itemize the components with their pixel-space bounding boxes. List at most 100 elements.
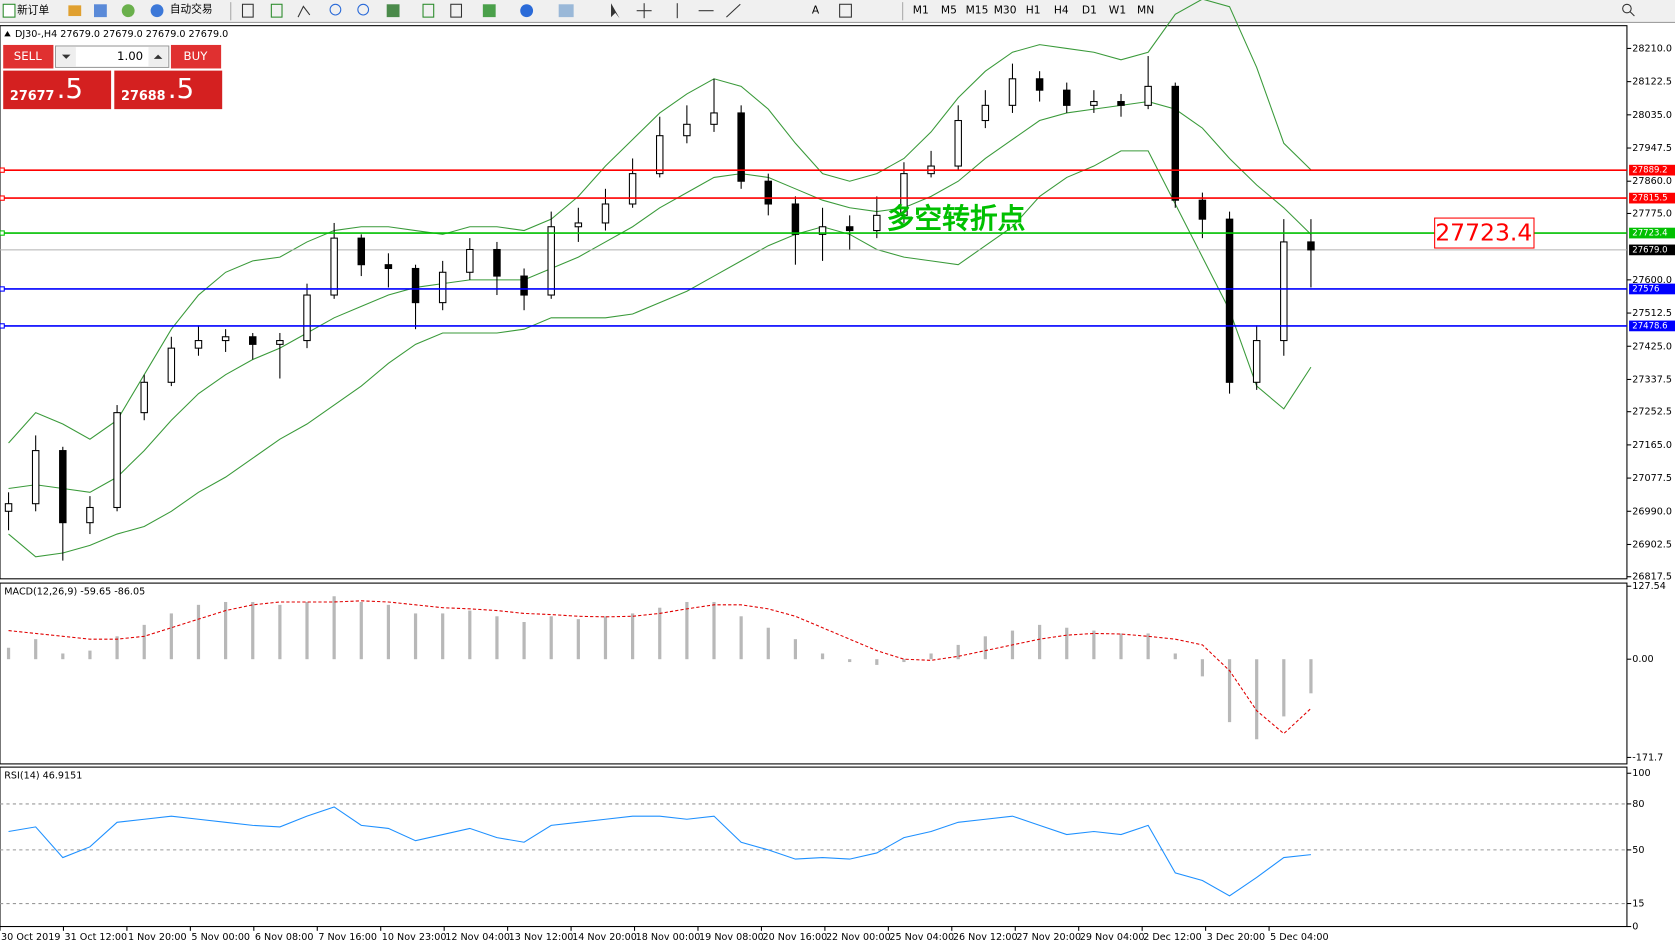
- candle-body: [873, 214, 881, 232]
- sell-price[interactable]: 27677: [10, 89, 55, 104]
- candle-body: [1063, 89, 1071, 106]
- callout-label: 27723.4: [1435, 219, 1532, 247]
- x-tick-label: 18 Nov 00:00: [636, 932, 701, 943]
- x-tick-label: 5 Dec 04:00: [1270, 932, 1328, 943]
- candle-body: [981, 104, 990, 122]
- candle-body: [330, 237, 338, 296]
- y-tick-label: 100: [1632, 768, 1650, 779]
- x-tick-label: 31 Oct 12:00: [65, 932, 128, 943]
- x-tick-label: 2 Dec 12:00: [1143, 932, 1201, 943]
- buy-label[interactable]: BUY: [184, 49, 209, 63]
- candle-body: [59, 450, 67, 524]
- candle-body: [601, 203, 610, 224]
- svg-text:A: A: [812, 4, 820, 17]
- x-tick-label: 5 Nov 00:00: [191, 932, 250, 943]
- lots-value[interactable]: 1.00: [117, 49, 143, 63]
- toolbar: [0, 0, 1675, 23]
- candle-body: [574, 222, 583, 228]
- annotation: 多空转折点: [887, 202, 1026, 235]
- level-label: 27889.2: [1632, 166, 1667, 176]
- timeframe-button[interactable]: M1: [913, 4, 929, 17]
- auto-trading-button[interactable]: 自动交易: [170, 3, 213, 16]
- candle-body: [1117, 101, 1125, 106]
- band-upper: [8, 0, 1312, 444]
- timeframe-button[interactable]: MN: [1137, 4, 1154, 17]
- candle-body: [737, 112, 745, 182]
- candle-body: [954, 119, 962, 167]
- timeframe-button[interactable]: D1: [1082, 4, 1097, 17]
- timeframe-button[interactable]: H1: [1026, 4, 1041, 17]
- candle-body: [628, 173, 637, 205]
- candle-body: [845, 226, 854, 232]
- level-label: 27815.5: [1632, 194, 1667, 204]
- candle-body: [357, 237, 366, 266]
- new-order-button[interactable]: 新订单: [17, 4, 49, 17]
- level-handle: [0, 286, 5, 292]
- y-tick-label: 27947.5: [1632, 143, 1672, 154]
- macd-title: MACD(12,26,9) -59.65 -86.05: [4, 587, 145, 598]
- candle-body: [1252, 340, 1261, 383]
- candle-body: [384, 264, 393, 270]
- y-tick-label: 127.54: [1632, 581, 1666, 592]
- candle-body: [1198, 199, 1207, 220]
- candle-body: [466, 248, 474, 273]
- candle-body: [1035, 78, 1044, 91]
- buy-price[interactable]: 27688: [121, 89, 166, 104]
- trade-panel: SELL 1.00 BUY 27677 .5 27688 .5: [3, 44, 223, 110]
- candle-body: [1144, 85, 1152, 106]
- lots-up-icon: [153, 54, 163, 59]
- last-price-label: 27679.0: [1632, 245, 1667, 255]
- level-handle: [0, 230, 5, 236]
- level-box: [1629, 227, 1675, 239]
- y-tick-label: 80: [1632, 799, 1644, 810]
- lots-field[interactable]: [55, 45, 170, 68]
- timeframe-button[interactable]: H4: [1054, 4, 1069, 17]
- buy-button[interactable]: [170, 44, 222, 69]
- level-handle: [0, 323, 5, 329]
- y-tick-label: 26902.5: [1632, 539, 1672, 550]
- candle-body: [1280, 241, 1288, 342]
- candle-body: [1008, 78, 1017, 106]
- y-tick-label: 0.00: [1632, 654, 1653, 665]
- candle-body: [520, 275, 528, 296]
- callout-box: [1434, 217, 1535, 249]
- x-tick-label: 20 Nov 16:00: [763, 932, 828, 943]
- sell-price-box[interactable]: [3, 70, 112, 110]
- x-tick-label: 3 Dec 20:00: [1207, 932, 1265, 943]
- x-tick-label: 30 Oct 2019: [1, 932, 60, 943]
- candle-body: [167, 347, 176, 383]
- sell-button[interactable]: [3, 44, 54, 69]
- collapse-arrow[interactable]: [4, 31, 11, 37]
- sell-label[interactable]: SELL: [14, 49, 42, 63]
- level-label: 27576: [1632, 284, 1659, 294]
- y-tick-label: 27512.5: [1632, 308, 1672, 319]
- candle-body: [1171, 85, 1180, 201]
- x-tick-label: 14 Nov 20:00: [572, 932, 637, 943]
- candle-body: [1307, 241, 1315, 251]
- timeframe-button[interactable]: M30: [994, 4, 1017, 17]
- y-tick-label: 28035.0: [1632, 110, 1672, 121]
- level-handle: [0, 167, 5, 173]
- sell-fraction[interactable]: .5: [57, 72, 83, 105]
- candle-body: [1225, 218, 1234, 383]
- y-tick-label: 0: [1632, 922, 1638, 933]
- timeframe-button[interactable]: M5: [941, 4, 957, 17]
- rsi-title: RSI(14) 46.9151: [4, 771, 82, 782]
- macd-signal: [8, 600, 1312, 735]
- main-pane: [0, 25, 1628, 580]
- y-tick-label: 28122.5: [1632, 77, 1672, 88]
- buy-fraction[interactable]: .5: [168, 72, 194, 105]
- candle-body: [276, 340, 284, 345]
- y-tick-label: 27425.0: [1632, 341, 1672, 352]
- timeframe-button[interactable]: M15: [966, 4, 989, 17]
- timeframe-button[interactable]: W1: [1109, 4, 1126, 17]
- x-tick-label: 27 Nov 20:00: [1016, 932, 1081, 943]
- x-tick-label: 6 Nov 08:00: [255, 932, 314, 943]
- x-tick-label: 1 Nov 20:00: [128, 932, 187, 943]
- y-tick-label: 27600.0: [1632, 275, 1672, 286]
- buy-price-box[interactable]: [114, 70, 223, 110]
- candle-body: [656, 135, 664, 175]
- candle-body: [221, 336, 230, 342]
